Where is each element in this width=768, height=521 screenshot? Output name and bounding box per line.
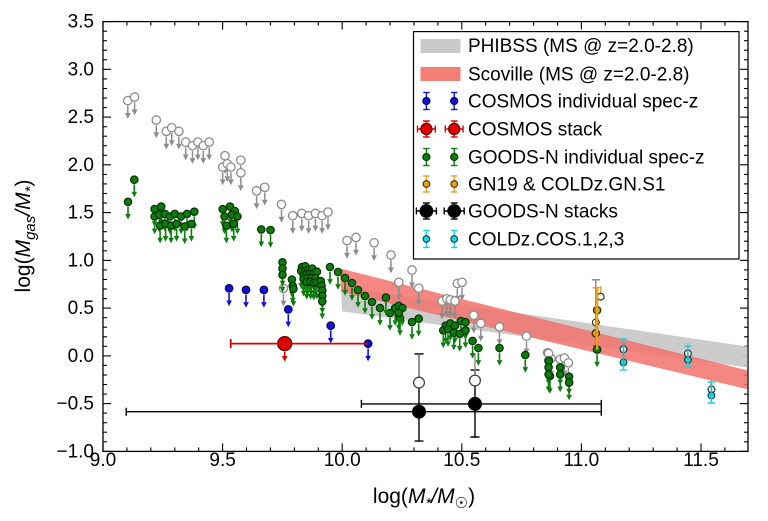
svg-text:GN19 & COLDz.GN.S1: GN19 & COLDz.GN.S1 xyxy=(468,174,665,195)
svg-text:11.0: 11.0 xyxy=(564,450,600,471)
svg-text:2.5: 2.5 xyxy=(68,107,94,128)
svg-text:Scoville (MS @ z=2.0-2.8): Scoville (MS @ z=2.0-2.8) xyxy=(468,64,690,85)
svg-text:−1.0: −1.0 xyxy=(56,441,94,462)
svg-text:log(M*/M☉): log(M*/M☉) xyxy=(373,485,475,512)
svg-text:COSMOS stack: COSMOS stack xyxy=(468,119,603,140)
svg-text:0.5: 0.5 xyxy=(68,298,94,319)
svg-text:9.5: 9.5 xyxy=(209,450,235,471)
svg-text:3.0: 3.0 xyxy=(68,59,94,80)
svg-text:1.5: 1.5 xyxy=(68,203,94,224)
svg-text:−0.5: −0.5 xyxy=(56,394,94,415)
svg-text:PHIBSS (MS @ z=2.0-2.8): PHIBSS (MS @ z=2.0-2.8) xyxy=(468,36,694,57)
svg-text:GOODS-N individual spec-z: GOODS-N individual spec-z xyxy=(468,147,705,168)
svg-text:10.0: 10.0 xyxy=(324,450,361,471)
svg-text:GOODS-N stacks: GOODS-N stacks xyxy=(468,201,618,222)
svg-text:log(Mgas/M*): log(Mgas/M*) xyxy=(12,180,39,293)
svg-text:COSMOS individual spec-z: COSMOS individual spec-z xyxy=(468,91,698,112)
svg-text:1.0: 1.0 xyxy=(68,250,94,271)
svg-text:COLDz.COS.1,2,3: COLDz.COS.1,2,3 xyxy=(468,229,624,250)
svg-text:2.0: 2.0 xyxy=(68,155,94,176)
svg-text:10.5: 10.5 xyxy=(443,450,480,471)
svg-text:3.5: 3.5 xyxy=(68,12,94,33)
svg-text:0.0: 0.0 xyxy=(68,346,94,367)
svg-text:11.5: 11.5 xyxy=(683,450,719,471)
